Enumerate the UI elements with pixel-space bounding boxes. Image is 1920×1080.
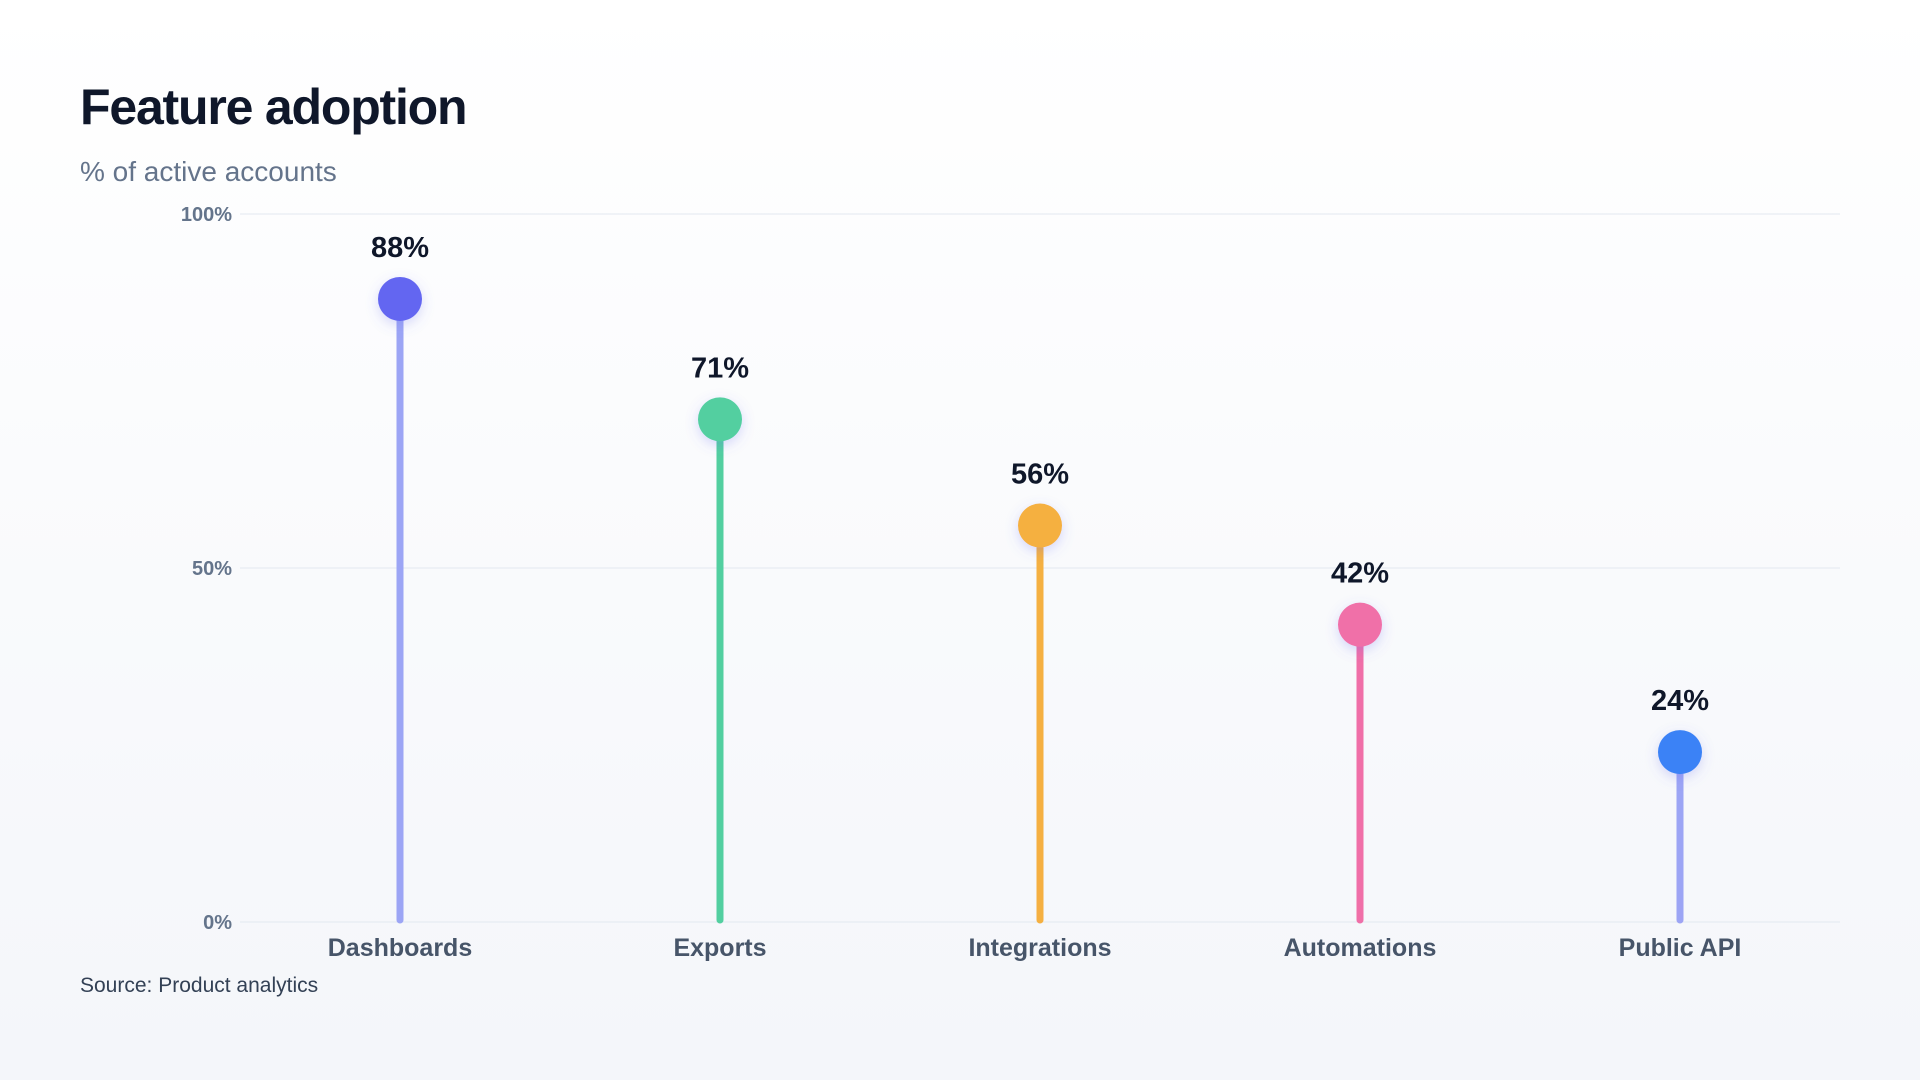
category-label: Dashboards bbox=[328, 934, 472, 962]
category-label: Integrations bbox=[968, 934, 1111, 962]
y-tick-label: 0% bbox=[203, 912, 232, 934]
data-point bbox=[1658, 730, 1702, 775]
data-point bbox=[378, 276, 422, 321]
value-label: 24% bbox=[1651, 685, 1709, 717]
value-labels: 88% 71% 56% 42% 24% bbox=[371, 232, 1709, 717]
y-tick-label: 100% bbox=[181, 204, 232, 226]
chart-subtitle: % of active accounts bbox=[80, 156, 337, 187]
value-label: 71% bbox=[691, 352, 749, 384]
category-label: Public API bbox=[1619, 934, 1742, 962]
chart-title: Feature adoption bbox=[80, 79, 468, 135]
lollipop-dots bbox=[378, 276, 1702, 775]
source-note: Source: Product analytics bbox=[80, 974, 319, 997]
category-label: Automations bbox=[1284, 934, 1437, 962]
data-point bbox=[1338, 602, 1382, 647]
x-axis-categories: Dashboards Exports Integrations Automations… bbox=[328, 934, 1742, 962]
value-label: 42% bbox=[1331, 558, 1389, 590]
category-label: Exports bbox=[673, 934, 766, 962]
value-label: 56% bbox=[1011, 459, 1069, 491]
value-label: 88% bbox=[371, 232, 429, 264]
y-tick-label: 50% bbox=[192, 558, 232, 580]
data-point bbox=[1018, 503, 1062, 548]
data-point bbox=[698, 397, 742, 442]
y-axis-ticks: 0% 50% 100% bbox=[181, 204, 232, 934]
lollipop-stems bbox=[396, 295, 1684, 924]
